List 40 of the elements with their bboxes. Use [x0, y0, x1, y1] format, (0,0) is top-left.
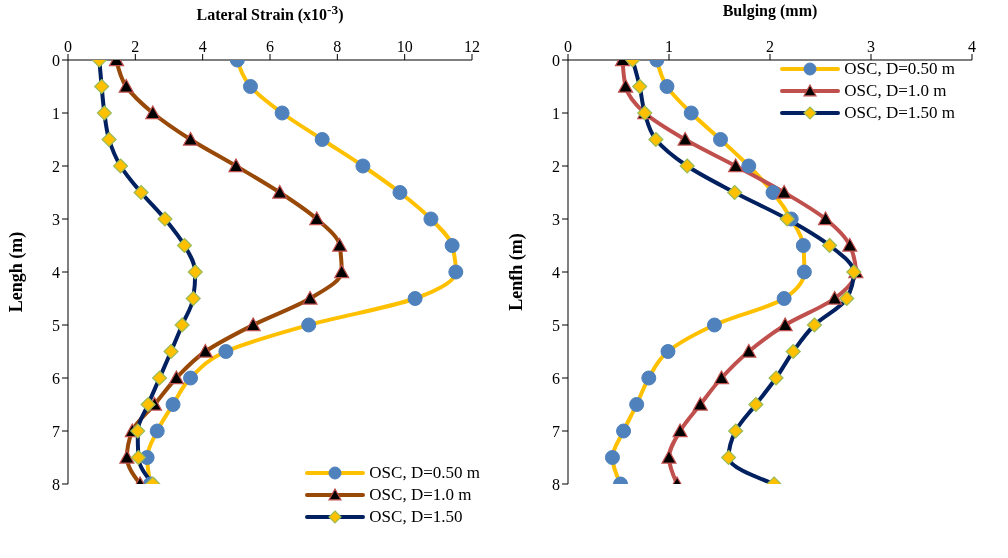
y-tick-label: 3 — [52, 210, 60, 228]
y-tick-label: 5 — [552, 316, 560, 334]
y-tick-label: 8 — [52, 475, 60, 493]
legend-label: OSC, D=1.50 m — [844, 103, 955, 123]
y-tick-label: 6 — [552, 369, 560, 387]
y-tick-label: 7 — [52, 422, 60, 440]
x-tick-label: 8 — [333, 38, 342, 55]
y-tick-label: 7 — [552, 422, 560, 440]
legend-label: OSC, D=1.50 — [369, 507, 463, 527]
legend-label: OSC, D=0.50 m — [844, 59, 955, 79]
x-tick-label: 0 — [564, 38, 572, 55]
y-tick-label: 0 — [52, 51, 60, 69]
y-axis-title: Lenfh (m) — [506, 233, 528, 311]
y-tick-label: 8 — [552, 475, 560, 493]
y-tick-label: 2 — [552, 157, 560, 175]
legend-label: OSC, D=1.0 m — [369, 485, 472, 505]
x-tick-label: 10 — [396, 38, 413, 55]
x-axis-title: Lateral Strain (x10$^{-3}$) — [195, 2, 345, 25]
y-axis-title: Lengh (m) — [6, 231, 28, 313]
y-tick-label: 4 — [52, 263, 60, 281]
y-tick-label: 2 — [52, 157, 60, 175]
x-tick-label: 2 — [766, 38, 774, 55]
y-tick-label: 1 — [52, 104, 60, 122]
x-tick-label: 2 — [131, 38, 140, 55]
x-axis-title: Bulging (mm) — [721, 2, 819, 20]
x-tick-label: 4 — [198, 38, 207, 55]
y-tick-label: 5 — [52, 316, 60, 334]
y-tick-label: 3 — [552, 210, 560, 228]
legend-label: OSC, D=0.50 m — [369, 463, 480, 483]
y-tick-label: 1 — [552, 104, 560, 122]
x-tick-label: 4 — [968, 38, 976, 55]
y-tick-label: 4 — [552, 263, 560, 281]
y-tick-label: 0 — [552, 51, 560, 69]
x-tick-label: 12 — [464, 38, 480, 55]
y-tick-label: 6 — [52, 369, 60, 387]
x-tick-label: 1 — [665, 38, 673, 55]
x-tick-label: 0 — [64, 38, 72, 55]
x-tick-label: 6 — [266, 38, 274, 55]
legend-label: OSC, D=1.0 m — [844, 81, 947, 101]
x-tick-label: 3 — [867, 38, 875, 55]
